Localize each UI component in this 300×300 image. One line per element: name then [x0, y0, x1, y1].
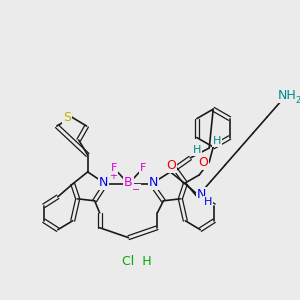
Text: −: − [132, 185, 141, 195]
Text: 2: 2 [295, 96, 300, 105]
Text: H: H [213, 136, 221, 146]
Text: N: N [149, 176, 158, 189]
Text: Cl  H: Cl H [122, 255, 151, 268]
Text: +: + [109, 171, 117, 181]
Text: B: B [124, 176, 133, 189]
Text: O: O [167, 159, 176, 172]
Text: N: N [196, 188, 206, 201]
Text: H: H [204, 197, 212, 207]
Text: N: N [99, 176, 108, 189]
Text: NH: NH [278, 89, 296, 102]
Text: F: F [140, 163, 147, 173]
Text: S: S [63, 111, 71, 124]
Text: H: H [193, 145, 202, 155]
Text: F: F [110, 163, 117, 173]
Text: O: O [198, 157, 208, 169]
